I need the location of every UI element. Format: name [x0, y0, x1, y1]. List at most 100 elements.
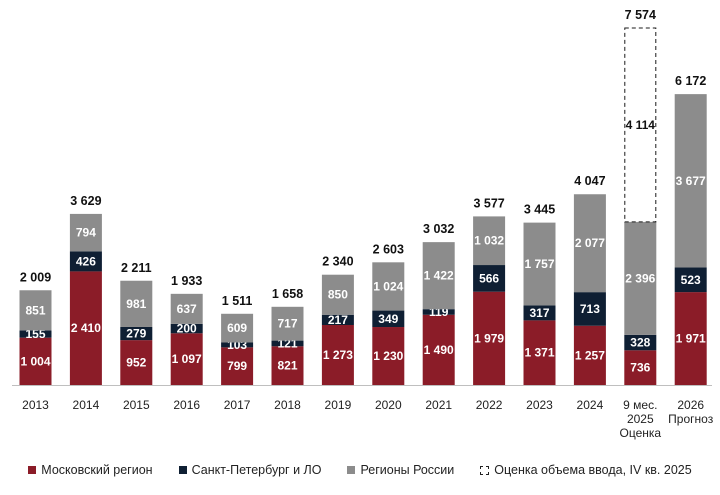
total-label-3: 1 933: [171, 274, 202, 288]
data-label-series1-12: 328: [630, 336, 650, 350]
bar-series2-13: [674, 94, 707, 268]
data-label-series1-1: 426: [76, 254, 96, 268]
bar-series2-7: [372, 262, 405, 311]
data-label-series2-6: 850: [328, 288, 348, 302]
bar-series1-4: [221, 342, 254, 348]
bar-series1-5: [271, 340, 304, 347]
bar-series1-2: [120, 326, 153, 341]
bar-series2-5: [271, 306, 304, 341]
bar-series1-13: [674, 267, 707, 293]
data-label-series0-9: 1 979: [474, 331, 504, 345]
total-label-6: 2 340: [322, 255, 353, 269]
bar-series0-0: [19, 337, 52, 385]
data-label-series2-5: 717: [277, 317, 297, 331]
data-label-series2-1: 794: [76, 226, 96, 240]
data-label-series1-0: 155: [25, 327, 45, 341]
category-label-13-0: 2026: [677, 398, 704, 412]
data-label-series2-7: 1 024: [373, 279, 403, 293]
category-label-1-0: 2014: [73, 398, 100, 412]
data-label-series0-7: 1 230: [373, 349, 403, 363]
data-label-series0-8: 1 490: [424, 343, 454, 357]
data-label-series2-0: 851: [25, 303, 45, 317]
bar-series1-7: [372, 310, 405, 328]
data-label-series2-10: 1 757: [524, 257, 554, 271]
data-label-series0-1: 2 410: [71, 321, 101, 335]
total-label-13: 6 172: [675, 74, 706, 88]
total-label-8: 3 032: [423, 222, 454, 236]
total-label-9: 3 577: [473, 196, 504, 210]
data-label-series0-0: 1 004: [20, 354, 50, 368]
bar-series1-9: [473, 265, 506, 292]
data-label-series3-12: 4 114: [626, 118, 656, 132]
legend-swatch-spb: [178, 466, 187, 474]
data-label-series0-3: 1 097: [172, 352, 202, 366]
bar-series1-10: [523, 305, 556, 321]
bar-series0-7: [372, 327, 405, 385]
legend-label-regions: Регионы России: [360, 463, 455, 477]
data-label-series2-8: 1 422: [424, 269, 454, 283]
data-label-series2-2: 981: [126, 297, 146, 311]
total-label-7: 2 603: [373, 242, 404, 256]
bar-series0-9: [473, 291, 506, 385]
category-label-12-0: 9 мес.: [623, 398, 657, 412]
bar-series2-4: [221, 313, 254, 343]
bar-estimate-12: [624, 27, 657, 223]
category-label-6-0: 2019: [325, 398, 352, 412]
data-label-series2-12: 2 396: [625, 271, 655, 285]
total-label-5: 1 658: [272, 287, 303, 301]
bar-series0-10: [523, 320, 556, 385]
data-label-series2-4: 609: [227, 321, 247, 335]
legend-item-moscow: Московский регион: [28, 463, 153, 477]
category-label-8-0: 2021: [425, 398, 452, 412]
bar-series2-8: [422, 242, 455, 310]
bar-series2-6: [321, 274, 354, 315]
bar-series0-11: [573, 325, 606, 385]
category-label-0-0: 2013: [22, 398, 49, 412]
legend-label-spb: Санкт-Петербург и ЛО: [191, 463, 322, 477]
data-label-series2-13: 3 677: [676, 174, 706, 188]
bar-series1-8: [422, 309, 455, 315]
bar-series1-0: [19, 330, 52, 338]
category-label-12-2: Оценка: [620, 426, 662, 440]
legend-label-moscow: Московский регион: [41, 463, 153, 477]
data-label-series1-2: 279: [126, 327, 146, 341]
bar-series0-5: [271, 346, 304, 385]
total-label-4: 1 511: [222, 294, 253, 308]
bar-series2-2: [120, 280, 153, 327]
category-label-10-0: 2023: [526, 398, 553, 412]
category-label-12-1: 2025: [627, 412, 654, 426]
data-label-series1-6: 217: [328, 313, 348, 327]
total-label-2: 2 211: [121, 261, 152, 275]
bar-series2-11: [573, 194, 606, 293]
data-label-series0-2: 952: [126, 356, 146, 370]
data-label-series1-3: 200: [177, 322, 197, 336]
bar-series0-13: [674, 292, 707, 385]
legend-swatch-moscow: [28, 466, 37, 474]
legend-item-spb: Санкт-Петербург и ЛО: [178, 463, 322, 477]
data-label-series1-11: 713: [580, 302, 600, 316]
bar-series0-8: [422, 314, 455, 385]
data-label-series1-7: 349: [378, 312, 398, 326]
total-label-10: 3 445: [524, 203, 555, 217]
bar-series2-9: [473, 216, 506, 266]
total-label-11: 4 047: [574, 174, 605, 188]
total-label-12: 7 574: [625, 8, 656, 22]
chart-legend: Московский регион Санкт-Петербург и ЛО Р…: [0, 458, 720, 482]
data-label-series2-3: 637: [177, 302, 197, 316]
data-label-series0-4: 799: [227, 359, 247, 373]
total-label-0: 2 009: [20, 270, 51, 284]
data-label-series1-13: 523: [681, 273, 701, 287]
bar-series2-10: [523, 222, 556, 306]
data-label-series2-9: 1 032: [474, 234, 504, 248]
bar-series2-12: [624, 221, 657, 335]
data-label-series0-10: 1 371: [524, 346, 554, 360]
bar-series1-1: [69, 251, 102, 272]
category-label-3-0: 2016: [173, 398, 200, 412]
bar-series1-12: [624, 334, 657, 351]
category-label-11-0: 2024: [577, 398, 604, 412]
data-label-series2-11: 2 077: [575, 236, 605, 250]
bar-series2-0: [19, 290, 52, 331]
category-label-5-0: 2018: [274, 398, 301, 412]
data-label-series0-6: 1 273: [323, 348, 353, 362]
bar-series0-3: [170, 333, 203, 385]
